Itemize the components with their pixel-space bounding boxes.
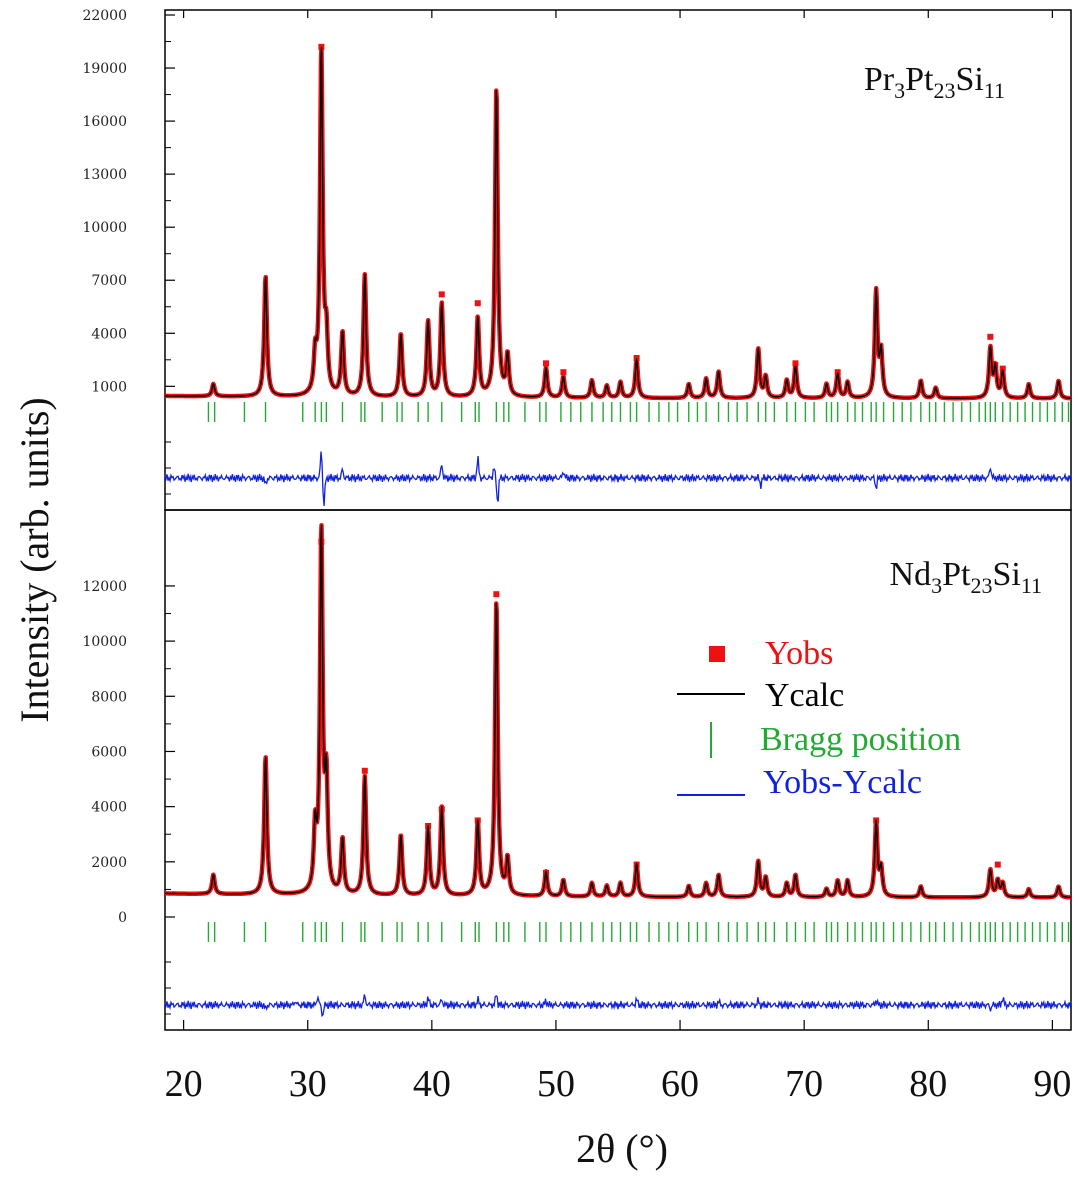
panel-top-y-ticks: 1000 4000 7000 10000 13000 16000 19000 22000 <box>82 8 175 495</box>
observed-point <box>560 369 567 376</box>
observed-point <box>999 365 1006 372</box>
observed-point <box>361 767 368 774</box>
observed-point <box>633 355 640 362</box>
x-tick-label: 50 <box>537 1063 575 1105</box>
y-tick-label: 19000 <box>82 61 127 77</box>
y-axis-title: Intensity (arb. units) <box>12 397 57 723</box>
observed-point <box>792 360 799 367</box>
panel-bottom-difference-curve <box>164 994 1072 1018</box>
x-axis-ticks: 20 30 40 50 60 70 80 90 <box>165 10 1071 1105</box>
legend-yobs-label: Yobs <box>765 635 833 672</box>
observed-point <box>474 300 481 307</box>
x-tick-label: 60 <box>661 1063 699 1105</box>
panel-top-difference-curve <box>164 451 1072 507</box>
panel-top-compound-label: Pr3Pt23Si11 <box>864 61 1005 103</box>
x-tick-label: 80 <box>909 1063 947 1105</box>
calculated-profile <box>164 46 1072 399</box>
panel-bottom-frame <box>164 509 1072 1031</box>
y-tick-label: 1000 <box>91 379 127 395</box>
observed-point <box>438 291 445 298</box>
legend-yobs-symbol <box>709 646 725 662</box>
y-tick-label: 4000 <box>91 800 127 816</box>
observed-point <box>493 591 500 598</box>
y-tick-label: 7000 <box>91 273 127 289</box>
panel-bottom-compound-label: Nd3Pt23Si11 <box>890 556 1042 598</box>
panel-top: 1000 4000 7000 10000 13000 16000 19000 22000 Pr… <box>82 8 1073 511</box>
difference-profile <box>164 451 1072 507</box>
difference-profile <box>164 994 1072 1018</box>
panel-bottom-calculated-curve <box>164 524 1072 898</box>
x-tick-label: 70 <box>785 1063 823 1105</box>
observed-point <box>834 369 841 376</box>
legend-ycalc-label: Ycalc <box>765 677 844 714</box>
y-tick-label: 2000 <box>91 855 127 871</box>
x-tick-label: 30 <box>289 1063 327 1105</box>
y-tick-label: 10000 <box>82 220 127 236</box>
legend: Yobs Ycalc Bragg position Yobs-Ycalc <box>677 635 961 801</box>
y-tick-label: 13000 <box>82 167 127 183</box>
y-tick-label: 12000 <box>82 579 127 595</box>
calculated-profile <box>164 524 1072 898</box>
panel-top-calculated-curve <box>164 46 1072 399</box>
y-tick-label: 4000 <box>91 326 127 342</box>
legend-diff-label: Yobs-Ycalc <box>763 764 922 801</box>
x-axis-title: 2θ (°) <box>576 1126 668 1171</box>
panel-bottom-bragg-positions <box>207 922 1070 942</box>
x-tick-label: 90 <box>1033 1063 1071 1105</box>
observed-point <box>987 333 994 340</box>
y-tick-label: 10000 <box>82 634 127 650</box>
y-tick-label: 16000 <box>82 114 127 130</box>
x-tick-label: 20 <box>165 1063 203 1105</box>
y-tick-label: 6000 <box>91 744 127 760</box>
panel-top-bragg-positions <box>207 402 1070 422</box>
observed-point <box>543 360 550 367</box>
y-tick-label: 22000 <box>82 8 127 24</box>
legend-bragg-label: Bragg position <box>760 721 961 758</box>
y-tick-label: 8000 <box>91 689 127 705</box>
observed-point <box>994 861 1001 868</box>
panel-bottom-y-ticks: 0 2000 4000 6000 8000 10000 12000 <box>82 579 175 1015</box>
x-tick-label: 40 <box>413 1063 451 1105</box>
y-tick-label: 0 <box>118 910 127 926</box>
